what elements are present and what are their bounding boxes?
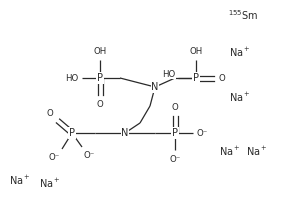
Text: N: N (121, 128, 129, 138)
Text: HO: HO (162, 69, 176, 78)
Text: Na$^+$: Na$^+$ (39, 176, 61, 189)
Text: O⁻: O⁻ (83, 150, 94, 160)
Text: P: P (97, 73, 103, 83)
Text: P: P (172, 128, 178, 138)
Text: O⁻: O⁻ (48, 153, 60, 161)
Text: $^{155}$Sm: $^{155}$Sm (228, 8, 258, 22)
Text: OH: OH (189, 46, 203, 55)
Text: P: P (69, 128, 75, 138)
Text: P: P (193, 73, 199, 83)
Text: O⁻: O⁻ (169, 154, 181, 164)
Text: Na$^+$: Na$^+$ (229, 91, 251, 104)
Text: Na$^+$: Na$^+$ (9, 174, 30, 187)
Text: O: O (172, 103, 178, 111)
Text: OH: OH (93, 46, 106, 55)
Text: Na$^+$: Na$^+$ (229, 46, 251, 59)
Text: Na$^+$: Na$^+$ (219, 145, 240, 158)
Text: Na$^+$: Na$^+$ (246, 145, 267, 158)
Text: O: O (219, 73, 225, 83)
Text: N: N (151, 82, 159, 92)
Text: O: O (46, 108, 53, 118)
Text: O⁻: O⁻ (196, 128, 208, 138)
Text: HO: HO (65, 73, 79, 83)
Text: O: O (97, 100, 104, 108)
